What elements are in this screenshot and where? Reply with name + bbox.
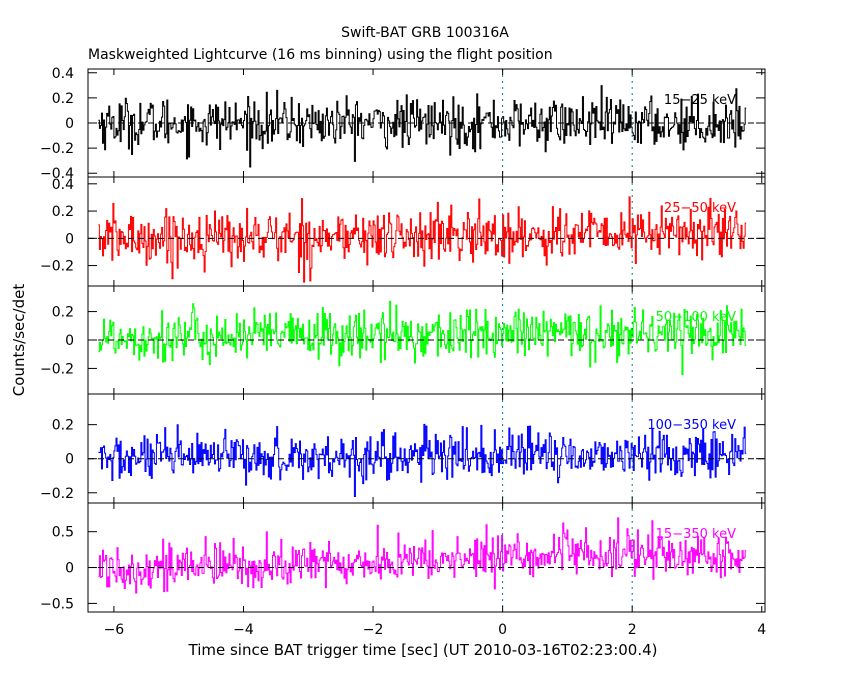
y-tick-label: 0.2 bbox=[52, 418, 74, 434]
panel-100-350-kev: −0.2 0 0.2 100−350 keV bbox=[40, 393, 766, 504]
y-tick-label: 0 bbox=[65, 116, 74, 132]
panel-frame bbox=[87, 502, 766, 613]
y-tick-label: 0 bbox=[65, 333, 74, 349]
series-line bbox=[98, 85, 747, 168]
y-axis-label: Counts/sec/det bbox=[10, 284, 28, 397]
y-tick-label: 0.2 bbox=[52, 91, 74, 107]
y-tick-label: 0.5 bbox=[52, 525, 74, 541]
y-tick-label: 0.4 bbox=[52, 66, 74, 82]
energy-band-label: 15−350 keV bbox=[656, 527, 736, 542]
panel-15-350-kev: −0.5 0 0.5 15−350 keV bbox=[40, 502, 766, 613]
y-tick-label: 0 bbox=[65, 231, 74, 247]
x-tick-label: 2 bbox=[628, 622, 637, 638]
y-tick-label: −0.2 bbox=[40, 486, 74, 502]
y-tick-label: 0.2 bbox=[52, 204, 74, 220]
chart-title: Swift-BAT GRB 100316A bbox=[341, 25, 509, 41]
x-axis-label: Time since BAT trigger time [sec] (UT 20… bbox=[188, 641, 658, 659]
y-tick-label: −0.2 bbox=[40, 259, 74, 275]
x-tick-label: 0 bbox=[498, 622, 507, 638]
y-tick-label: −0.5 bbox=[40, 596, 74, 612]
series-line bbox=[98, 196, 747, 283]
panel-25-50-kev: −0.2 0 0.2 0.4 25−50 keV bbox=[40, 176, 766, 287]
series-line bbox=[98, 423, 747, 497]
x-tick-label: −4 bbox=[233, 622, 254, 638]
chart-subtitle: Maskweighted Lightcurve (16 ms binning) … bbox=[88, 47, 553, 63]
x-tick-label: −2 bbox=[363, 622, 384, 638]
panel-15-25-kev: −0.4 −0.2 0 0.2 0.4 15−25 keV bbox=[40, 66, 766, 182]
y-tick-label: −0.2 bbox=[40, 361, 74, 377]
y-tick-label: −0.2 bbox=[40, 141, 74, 157]
y-tick-label: 0 bbox=[65, 561, 74, 577]
panels-group: −0.4 −0.2 0 0.2 0.4 15−25 keV −0.2 0 0.2 0.4 25−50… bbox=[40, 66, 766, 638]
x-tick-label: −6 bbox=[104, 622, 125, 638]
y-tick-label: −0.4 bbox=[40, 166, 74, 182]
y-tick-label: 0.2 bbox=[52, 305, 74, 321]
series-line bbox=[98, 517, 747, 594]
energy-band-label: 100−350 keV bbox=[647, 418, 736, 433]
energy-band-label: 15−25 keV bbox=[664, 93, 736, 108]
y-tick-label: 0 bbox=[65, 452, 74, 468]
energy-band-label: 25−50 keV bbox=[664, 201, 736, 216]
series-line bbox=[98, 300, 747, 376]
panel-50-100-kev: −0.2 0 0.2 50−100 keV bbox=[40, 285, 766, 395]
energy-band-label: 50−100 keV bbox=[656, 310, 736, 325]
y-tick-label: 0.4 bbox=[52, 177, 74, 193]
x-tick-label: 4 bbox=[757, 622, 766, 638]
